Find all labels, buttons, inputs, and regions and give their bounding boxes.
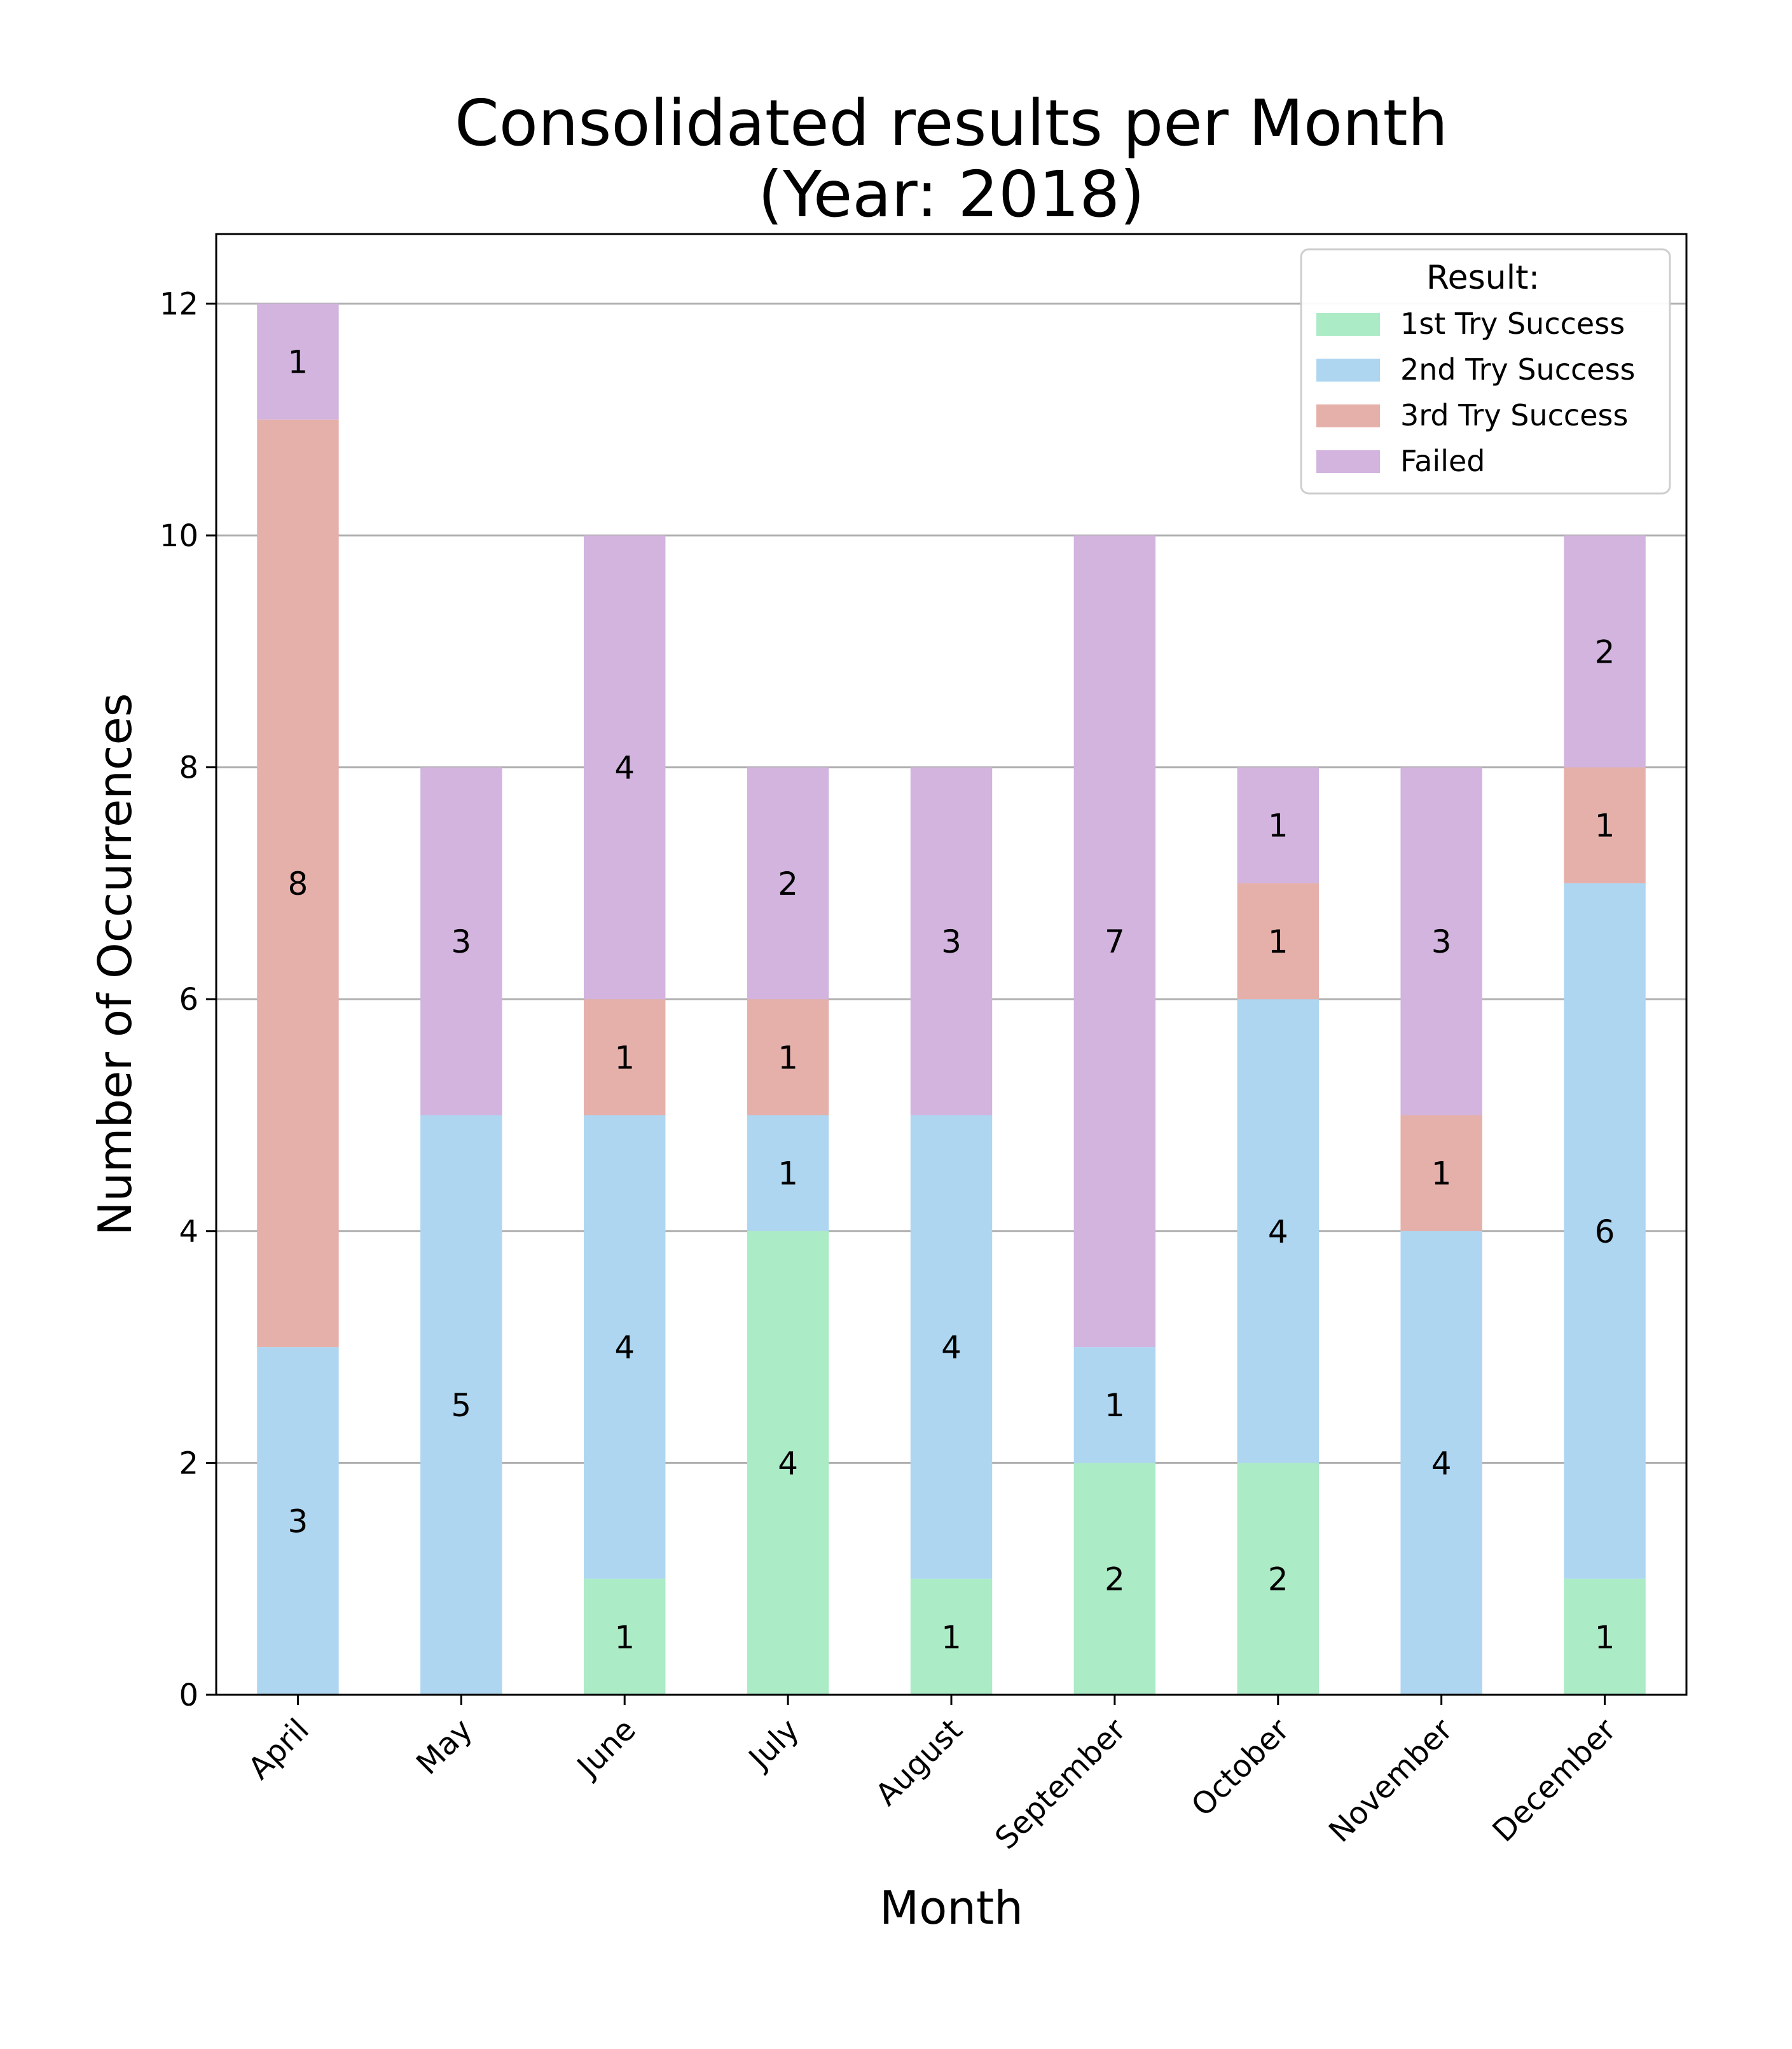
legend-frame bbox=[1300, 248, 1671, 495]
bar-segment bbox=[1564, 1578, 1646, 1695]
y-tick-label: 6 bbox=[179, 982, 198, 1018]
bar-segment bbox=[1237, 767, 1319, 883]
x-tick-label: November bbox=[1322, 1712, 1459, 1849]
y-axis-label: Number of Occurrences bbox=[88, 693, 142, 1236]
legend-entry: Failed bbox=[1400, 444, 1485, 478]
y-tick-label: 8 bbox=[179, 750, 198, 786]
bar-segment bbox=[747, 999, 829, 1115]
bar-segment bbox=[1564, 767, 1646, 883]
data-label: 1 bbox=[941, 1619, 961, 1656]
legend-entry: 1st Try Success bbox=[1400, 307, 1625, 341]
bar-segment bbox=[1073, 535, 1156, 1348]
bar-segment bbox=[1237, 999, 1319, 1463]
x-axis: April May June July August September October No… bbox=[242, 1695, 1623, 1856]
data-label: 1 bbox=[778, 1156, 798, 1192]
bar-segment bbox=[257, 1347, 339, 1695]
data-label: 1 bbox=[1595, 808, 1615, 845]
data-label: 1 bbox=[288, 344, 308, 381]
data-label: 4 bbox=[614, 1329, 635, 1366]
bar-segment bbox=[910, 1578, 993, 1695]
legend-entry: 3rd Try Success bbox=[1400, 398, 1628, 432]
legend: Result: 1st Try Success 2nd Try Success 3rd… bbox=[1300, 248, 1671, 495]
data-label: 3 bbox=[288, 1503, 308, 1540]
data-label: 1 bbox=[778, 1039, 798, 1076]
bar-segment bbox=[910, 767, 993, 1115]
x-tick-label: June bbox=[569, 1712, 643, 1786]
legend-swatch bbox=[1316, 404, 1380, 427]
bars bbox=[257, 303, 1646, 1695]
legend-swatch bbox=[1316, 359, 1380, 382]
bar-segment bbox=[257, 303, 339, 420]
chart-title: Consolidated results per Month (Year: 201… bbox=[455, 86, 1448, 231]
bar-segment bbox=[747, 767, 829, 1000]
data-label: 1 bbox=[1105, 1387, 1125, 1424]
bar-segment bbox=[1237, 883, 1319, 1000]
data-label: 1 bbox=[614, 1039, 635, 1076]
bar-segment bbox=[1400, 767, 1482, 1115]
legend-title: Result: bbox=[1426, 259, 1540, 297]
data-label: 6 bbox=[1595, 1213, 1615, 1250]
bar-segment bbox=[1564, 535, 1646, 768]
legend-swatch bbox=[1316, 450, 1380, 473]
bar-segment bbox=[584, 535, 666, 1000]
bar-segment bbox=[910, 1115, 993, 1579]
data-label: 3 bbox=[941, 923, 961, 960]
x-tick-label: August bbox=[869, 1712, 969, 1812]
data-label: 3 bbox=[1431, 923, 1452, 960]
bar-segment bbox=[1073, 1347, 1156, 1463]
data-label: 5 bbox=[451, 1387, 471, 1424]
bar-segment bbox=[420, 1115, 502, 1695]
bar-segment bbox=[420, 767, 502, 1115]
x-axis-label: Month bbox=[879, 1881, 1023, 1935]
y-tick-label: 12 bbox=[160, 286, 198, 322]
data-label: 4 bbox=[1268, 1213, 1288, 1250]
data-label: 4 bbox=[614, 750, 635, 787]
bar-segment bbox=[747, 1231, 829, 1695]
bar-segment bbox=[747, 1115, 829, 1231]
data-label: 1 bbox=[1595, 1619, 1615, 1656]
chart-title-line: (Year: 2018) bbox=[758, 157, 1145, 231]
bar-segment bbox=[1400, 1231, 1482, 1695]
x-tick-label: July bbox=[741, 1712, 806, 1777]
y-tick-label: 10 bbox=[160, 518, 198, 554]
data-label: 2 bbox=[778, 866, 798, 902]
data-label: 3 bbox=[451, 923, 471, 960]
data-label: 1 bbox=[1431, 1156, 1452, 1192]
x-tick-label: December bbox=[1485, 1712, 1623, 1849]
data-label: 4 bbox=[1431, 1445, 1452, 1482]
data-label: 2 bbox=[1595, 633, 1615, 670]
data-label: 1 bbox=[1268, 808, 1288, 845]
data-label: 8 bbox=[288, 866, 308, 902]
bar-segment bbox=[584, 999, 666, 1115]
bar-segment bbox=[584, 1578, 666, 1695]
data-label: 1 bbox=[1268, 923, 1288, 960]
data-label: 4 bbox=[778, 1445, 798, 1482]
chart-title-text: Consolidated results per Month (Year: 201… bbox=[455, 86, 1448, 231]
bar-segment bbox=[257, 419, 339, 1348]
x-tick-label: April bbox=[242, 1712, 316, 1786]
chart-title-line: Consolidated results per Month bbox=[455, 86, 1448, 160]
y-tick-label: 0 bbox=[179, 1678, 198, 1713]
legend-swatch bbox=[1316, 313, 1380, 336]
y-tick-label: 4 bbox=[179, 1214, 198, 1250]
bar-segment bbox=[1237, 1463, 1319, 1695]
data-label: 2 bbox=[1268, 1561, 1288, 1598]
data-label: 1 bbox=[614, 1619, 635, 1656]
x-tick-label: October bbox=[1185, 1712, 1297, 1824]
bar-segment bbox=[1400, 1115, 1482, 1231]
bar-segment bbox=[1564, 883, 1646, 1579]
y-axis: 0 2 4 6 8 10 12 bbox=[160, 286, 216, 1713]
x-tick-label: May bbox=[410, 1712, 479, 1782]
legend-entry: 2nd Try Success bbox=[1400, 352, 1636, 387]
y-tick-label: 2 bbox=[179, 1445, 198, 1481]
data-label: 4 bbox=[941, 1329, 961, 1366]
x-tick-label: September bbox=[988, 1712, 1133, 1856]
value-labels: 3 8 1 5 3 1 4 1 4 4 1 1 2 1 4 3 2 1 7 2 4 1 1 4 1 3 1 6 1 2 bbox=[288, 344, 1615, 1656]
bar-segment bbox=[1073, 1463, 1156, 1695]
data-label: 7 bbox=[1105, 923, 1125, 960]
data-label: 2 bbox=[1105, 1561, 1125, 1598]
bar-segment bbox=[584, 1115, 666, 1579]
